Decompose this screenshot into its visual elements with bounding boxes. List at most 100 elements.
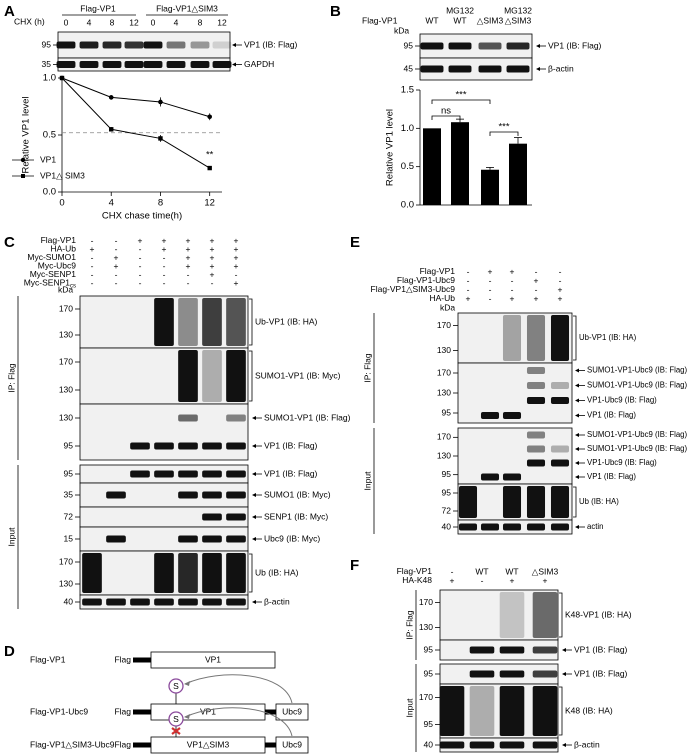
sign: - <box>91 269 94 279</box>
kda-marker: 95 <box>442 469 452 479</box>
lane-label: 0 <box>151 17 156 27</box>
kda-label: kDa <box>58 284 73 294</box>
band <box>532 670 558 678</box>
arrow-head <box>562 648 566 652</box>
arrow-head <box>184 714 190 719</box>
band <box>82 598 102 606</box>
kda-marker: 170 <box>437 320 451 330</box>
site-label: S <box>173 714 179 724</box>
kda-marker: 95 <box>42 39 52 49</box>
sign: - <box>91 235 94 245</box>
blot-label: SUMO1-VP1-Ubc9 (IB: Flag) <box>587 366 687 375</box>
arrow-head <box>536 44 540 48</box>
tag-label: Flag <box>114 654 131 664</box>
band <box>106 598 126 606</box>
band <box>439 741 465 749</box>
sign: - <box>489 275 492 285</box>
band <box>526 431 546 439</box>
sign: - <box>115 278 118 288</box>
panel-label: B <box>330 3 341 20</box>
band <box>550 445 570 453</box>
sign: + <box>558 293 563 303</box>
blot <box>79 506 249 528</box>
arrow-head <box>575 383 579 388</box>
sign: - <box>163 252 166 262</box>
sign: - <box>91 261 94 271</box>
band <box>102 41 122 49</box>
row-name: Flag-VP1△SIM3-Ubc9 <box>371 284 456 294</box>
arrow-head <box>575 447 579 451</box>
tag-label: Flag <box>114 739 131 749</box>
point <box>59 75 65 81</box>
legend-label: VP1△ SIM3 <box>40 170 85 180</box>
kda-marker: 95 <box>442 407 452 417</box>
sign: - <box>489 284 492 294</box>
sign: - <box>139 252 142 262</box>
kda-marker: 72 <box>64 511 74 521</box>
sign: + <box>186 235 191 245</box>
y-tick-label: 0.0 <box>401 200 414 211</box>
smear <box>550 486 570 518</box>
smear <box>502 315 522 361</box>
arrow-head <box>252 493 256 497</box>
smear <box>550 315 570 361</box>
arrow-head <box>575 461 579 465</box>
kda-marker: 130 <box>437 387 451 397</box>
x-tick-label: 0 <box>59 198 64 209</box>
blot-label: K48 (IB: HA) <box>565 705 613 715</box>
blot <box>79 347 249 405</box>
band <box>478 42 502 50</box>
smear <box>499 592 525 638</box>
kda-marker: 170 <box>437 432 451 442</box>
band <box>212 41 232 49</box>
kda-marker: 15 <box>64 533 74 543</box>
blot-label: SUMO1-VP1 (IB: Myc) <box>255 370 341 380</box>
sign: + <box>210 269 215 279</box>
domain-box <box>150 651 276 669</box>
band <box>480 412 500 419</box>
band <box>502 473 522 481</box>
band <box>212 61 232 68</box>
legend-marker <box>20 157 26 163</box>
linker <box>265 709 276 715</box>
blot-label: VP1-Ubc9 (IB: Flag) <box>587 396 657 405</box>
blot-label: Ubc9 (IB: Myc) <box>264 533 320 543</box>
kda-marker: 72 <box>442 505 452 515</box>
blot-label: VP1 (IB: Flag) <box>244 39 298 49</box>
kda-marker: 40 <box>424 739 434 749</box>
sign: + <box>534 275 539 285</box>
side-label: Input <box>362 471 372 491</box>
blot-label: SENP1 (IB: Myc) <box>264 511 328 521</box>
blot-label: VP1 (IB: Flag) <box>574 644 628 654</box>
sumo-site <box>168 711 184 727</box>
band <box>106 491 126 499</box>
row-label: Flag-VP1△SIM3-Ubc9 <box>371 284 456 294</box>
kda-marker: 170 <box>419 692 433 702</box>
bar <box>451 122 469 205</box>
band <box>202 513 222 521</box>
sign: - <box>511 275 514 285</box>
y-tick-label: 0.0 <box>43 187 56 198</box>
panel-label: C <box>4 234 15 251</box>
blot-label: K48-VP1 (IB: HA) <box>565 609 632 619</box>
band <box>550 382 570 389</box>
sign: + <box>90 244 95 254</box>
bracket <box>559 686 563 736</box>
sign: + <box>534 293 539 303</box>
arrow-head <box>562 672 566 676</box>
band <box>526 367 546 374</box>
sign: - <box>559 275 562 285</box>
band <box>154 470 174 478</box>
linker <box>133 709 151 715</box>
sign: - <box>511 284 514 294</box>
lane-label: 4 <box>87 17 92 27</box>
band <box>106 535 126 543</box>
side-label: IP: Flag <box>362 353 372 383</box>
sign: - <box>481 575 484 585</box>
band <box>478 65 502 73</box>
kda-marker: 35 <box>64 489 74 499</box>
lane-label: 12 <box>129 17 139 27</box>
x-axis-label: CHX chase time(h) <box>102 211 182 222</box>
sign: + <box>234 278 239 288</box>
